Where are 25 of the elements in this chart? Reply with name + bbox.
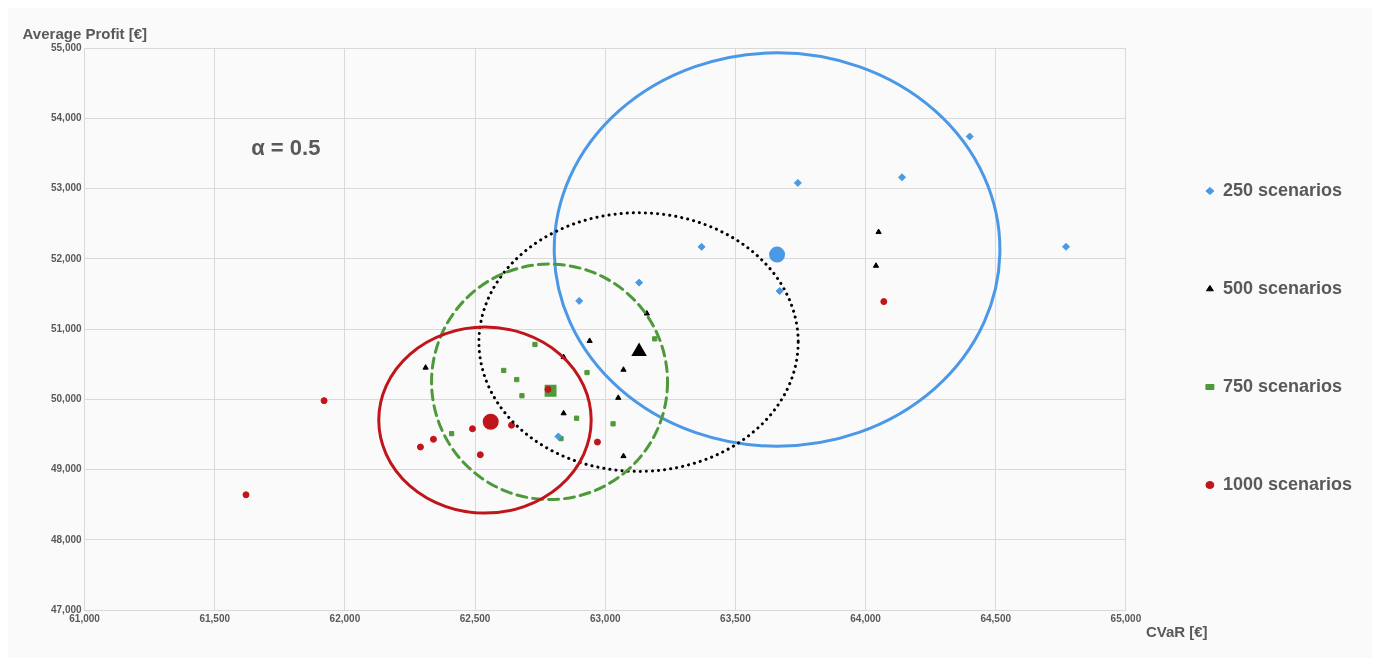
legend-label: 500 scenarios bbox=[1222, 277, 1342, 298]
x-tick-label: 61,000 bbox=[69, 612, 101, 624]
y-tick-label: 54,000 bbox=[50, 112, 83, 123]
y-tick-label: 51,000 bbox=[50, 322, 83, 334]
x-tick-label: 64,500 bbox=[980, 612, 1012, 624]
y-axis-title: Average Profit [€] bbox=[22, 24, 148, 42]
y-tick-label: 55,000 bbox=[50, 41, 83, 53]
y-tick-label: 47,000 bbox=[50, 603, 83, 615]
annotation: α = 0.5 bbox=[251, 135, 321, 161]
legend-label: 1000 scenarios bbox=[1222, 473, 1352, 494]
x-tick-label: 62,000 bbox=[329, 612, 361, 624]
x-tick-label: 65,000 bbox=[1110, 612, 1142, 624]
legend-label: 250 scenarios bbox=[1222, 179, 1342, 200]
legend-label: 750 scenarios bbox=[1222, 375, 1342, 396]
x-tick-label: 63,000 bbox=[589, 612, 621, 624]
y-tick-label: 49,000 bbox=[50, 463, 83, 475]
y-tick-label: 53,000 bbox=[50, 182, 83, 194]
y-tick-label: 48,000 bbox=[50, 533, 83, 545]
x-tick-label: 62,500 bbox=[459, 612, 491, 624]
y-tick-label: 52,000 bbox=[50, 252, 83, 264]
y-tick-label: 50,000 bbox=[50, 393, 83, 404]
x-tick-label: 63,500 bbox=[720, 612, 752, 624]
x-tick-label: 61,500 bbox=[199, 612, 231, 624]
x-tick-label: 64,000 bbox=[850, 612, 882, 624]
x-axis-title: CVaR [€] bbox=[1145, 622, 1208, 640]
